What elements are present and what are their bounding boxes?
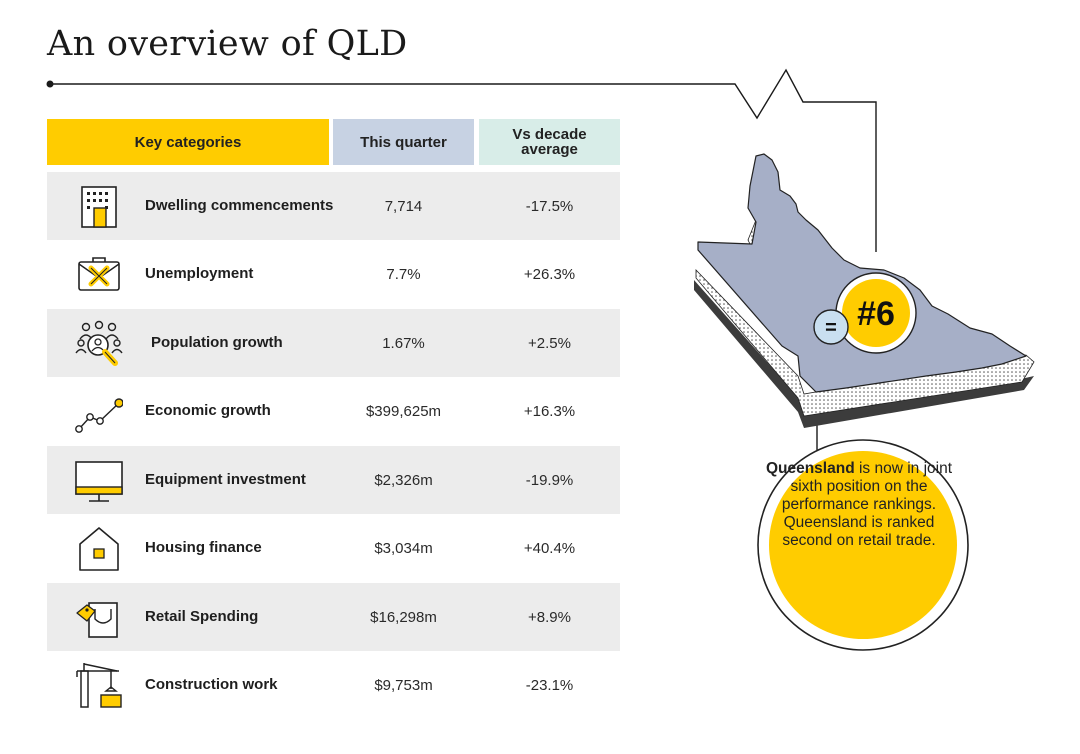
row-label: Construction work <box>145 676 278 693</box>
header-vs-decade-average: Vs decade average <box>479 119 620 165</box>
table-row: Population growth 1.67% +2.5% <box>47 309 620 377</box>
monitor-icon <box>75 461 123 502</box>
row-value: 7.7% <box>386 265 421 283</box>
briefcase-x-icon <box>78 257 120 291</box>
row-change: -17.5% <box>525 197 574 215</box>
table-row: Dwelling commencements 7,714 -17.5% <box>47 172 620 240</box>
row-label: Dwelling commencements <box>145 197 334 214</box>
row-value: 7,714 <box>384 197 423 215</box>
people-magnifier-icon <box>75 320 123 366</box>
row-label: Economic growth <box>145 402 271 419</box>
table-row: Equipment investment $2,326m -19.9% <box>47 446 620 514</box>
row-label: Unemployment <box>145 265 254 282</box>
table-row: Retail Spending $16,298m +8.9% <box>47 583 620 651</box>
row-change: +40.4% <box>523 539 576 557</box>
crane-icon <box>76 663 122 708</box>
page-title: An overview of QLD <box>47 24 408 64</box>
table-row: Unemployment 7.7% +26.3% <box>47 240 620 308</box>
row-value: $399,625m <box>365 402 442 420</box>
row-value: $2,326m <box>374 471 433 489</box>
row-label: Retail Spending <box>145 608 259 625</box>
queensland-map: = #6 <box>694 153 1035 651</box>
trend-line-icon <box>75 398 123 433</box>
row-change: -23.1% <box>525 676 574 694</box>
row-value: $9,753m <box>374 676 433 694</box>
row-value: $16,298m <box>370 608 437 626</box>
building-icon <box>81 186 117 228</box>
header-key-categories: Key categories <box>47 119 329 165</box>
row-change: -19.9% <box>525 471 574 489</box>
header-this-quarter: This quarter <box>333 119 474 165</box>
shopping-bag-icon <box>76 602 118 638</box>
table-row: Construction work $9,753m -23.1% <box>47 651 620 719</box>
house-icon <box>79 527 119 571</box>
ranking-callout: Queensland is now in joint sixth positio… <box>764 460 954 550</box>
row-label: Equipment investment <box>145 471 306 488</box>
callout-text: is now in joint sixth position on the pe… <box>781 460 953 549</box>
row-change: +16.3% <box>523 402 576 420</box>
table-row: Housing finance $3,034m +40.4% <box>47 514 620 582</box>
rank-number: #6 <box>857 295 895 333</box>
table-row: Economic growth $399,625m +16.3% <box>47 377 620 445</box>
row-value: $3,034m <box>374 539 433 557</box>
row-label: Housing finance <box>145 539 262 556</box>
row-value: 1.67% <box>382 334 425 352</box>
row-change: +26.3% <box>523 265 576 283</box>
row-label: Population growth <box>151 334 283 351</box>
row-change: +2.5% <box>528 334 571 352</box>
callout-state: Queensland <box>765 460 855 477</box>
equal-rank-sign: = <box>825 317 837 339</box>
row-change: +8.9% <box>528 608 571 626</box>
